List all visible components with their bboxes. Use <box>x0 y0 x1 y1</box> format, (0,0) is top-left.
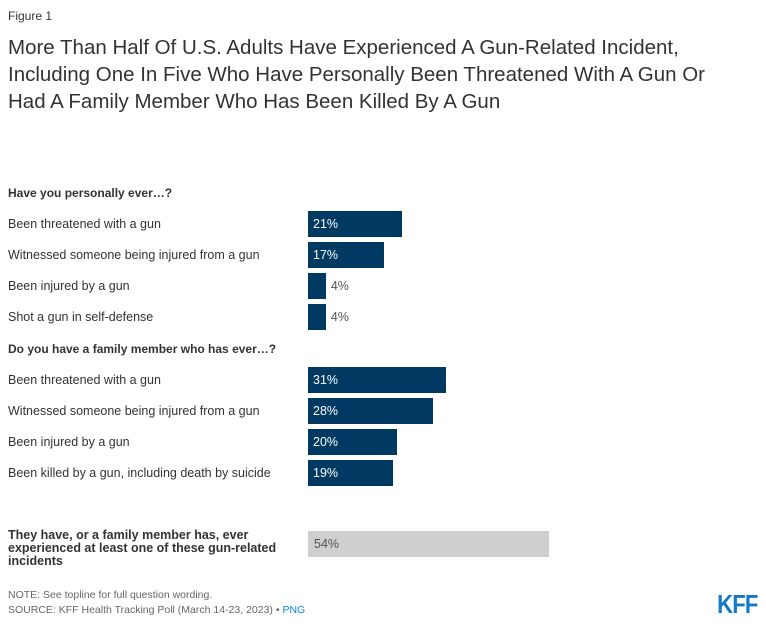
data-label: 4% <box>330 279 349 293</box>
category-label: Shot a gun in self-defense <box>8 310 154 324</box>
bar-row: Been threatened with a gun 31% <box>0 365 766 396</box>
data-label: 21% <box>313 217 339 231</box>
bar <box>308 429 398 455</box>
category-label: Been threatened with a gun <box>8 373 161 387</box>
data-label: 17% <box>313 248 339 262</box>
category-label: They have, or a family member has, ever … <box>8 528 277 568</box>
bar <box>308 211 402 237</box>
category-label: Been injured by a gun <box>8 435 130 449</box>
category-label: Witnessed someone being injured from a g… <box>8 248 260 262</box>
bar-row: Been killed by a gun, including death by… <box>0 458 766 489</box>
bar <box>308 304 326 330</box>
figure-label: Figure 1 <box>8 9 53 23</box>
source: SOURCE: KFF Health Tracking Poll (March … <box>8 604 305 616</box>
bar-row: Been injured by a gun 4% <box>0 271 766 302</box>
category-label: Been killed by a gun, including death by… <box>8 466 271 480</box>
note: NOTE: See topline for full question word… <box>8 589 213 601</box>
bar-row: Witnessed someone being injured from a g… <box>0 396 766 427</box>
category-label: Been threatened with a gun <box>8 217 161 231</box>
data-label: 54% <box>314 537 340 551</box>
category-label: Witnessed someone being injured from a g… <box>8 404 260 418</box>
group-header: Have you personally ever…? <box>8 186 173 200</box>
bar-row: Been threatened with a gun 21% <box>0 209 766 240</box>
bar <box>308 367 447 393</box>
bar <box>308 242 384 268</box>
bar-row: Been injured by a gun 20% <box>0 427 766 458</box>
chart-title: More Than Half Of U.S. Adults Have Exper… <box>8 36 705 113</box>
category-label: Been injured by a gun <box>8 279 130 293</box>
bar-row: Shot a gun in self-defense 4% <box>0 302 766 333</box>
data-label: 19% <box>313 466 339 480</box>
png-link[interactable]: PNG <box>282 604 306 616</box>
data-label: 31% <box>313 373 339 387</box>
source-text: SOURCE: KFF Health Tracking Poll (March … <box>8 604 280 616</box>
bar <box>308 460 393 486</box>
data-label: 28% <box>313 404 339 418</box>
group-header: Do you have a family member who has ever… <box>8 342 277 356</box>
kff-logo: KFF <box>717 589 759 619</box>
bar <box>308 398 433 424</box>
bar-row: Witnessed someone being injured from a g… <box>0 240 766 271</box>
data-label: 4% <box>330 310 349 324</box>
data-label: 20% <box>313 435 339 449</box>
bar <box>308 273 326 299</box>
bar <box>308 531 549 557</box>
bar-row: They have, or a family member has, ever … <box>0 529 766 568</box>
